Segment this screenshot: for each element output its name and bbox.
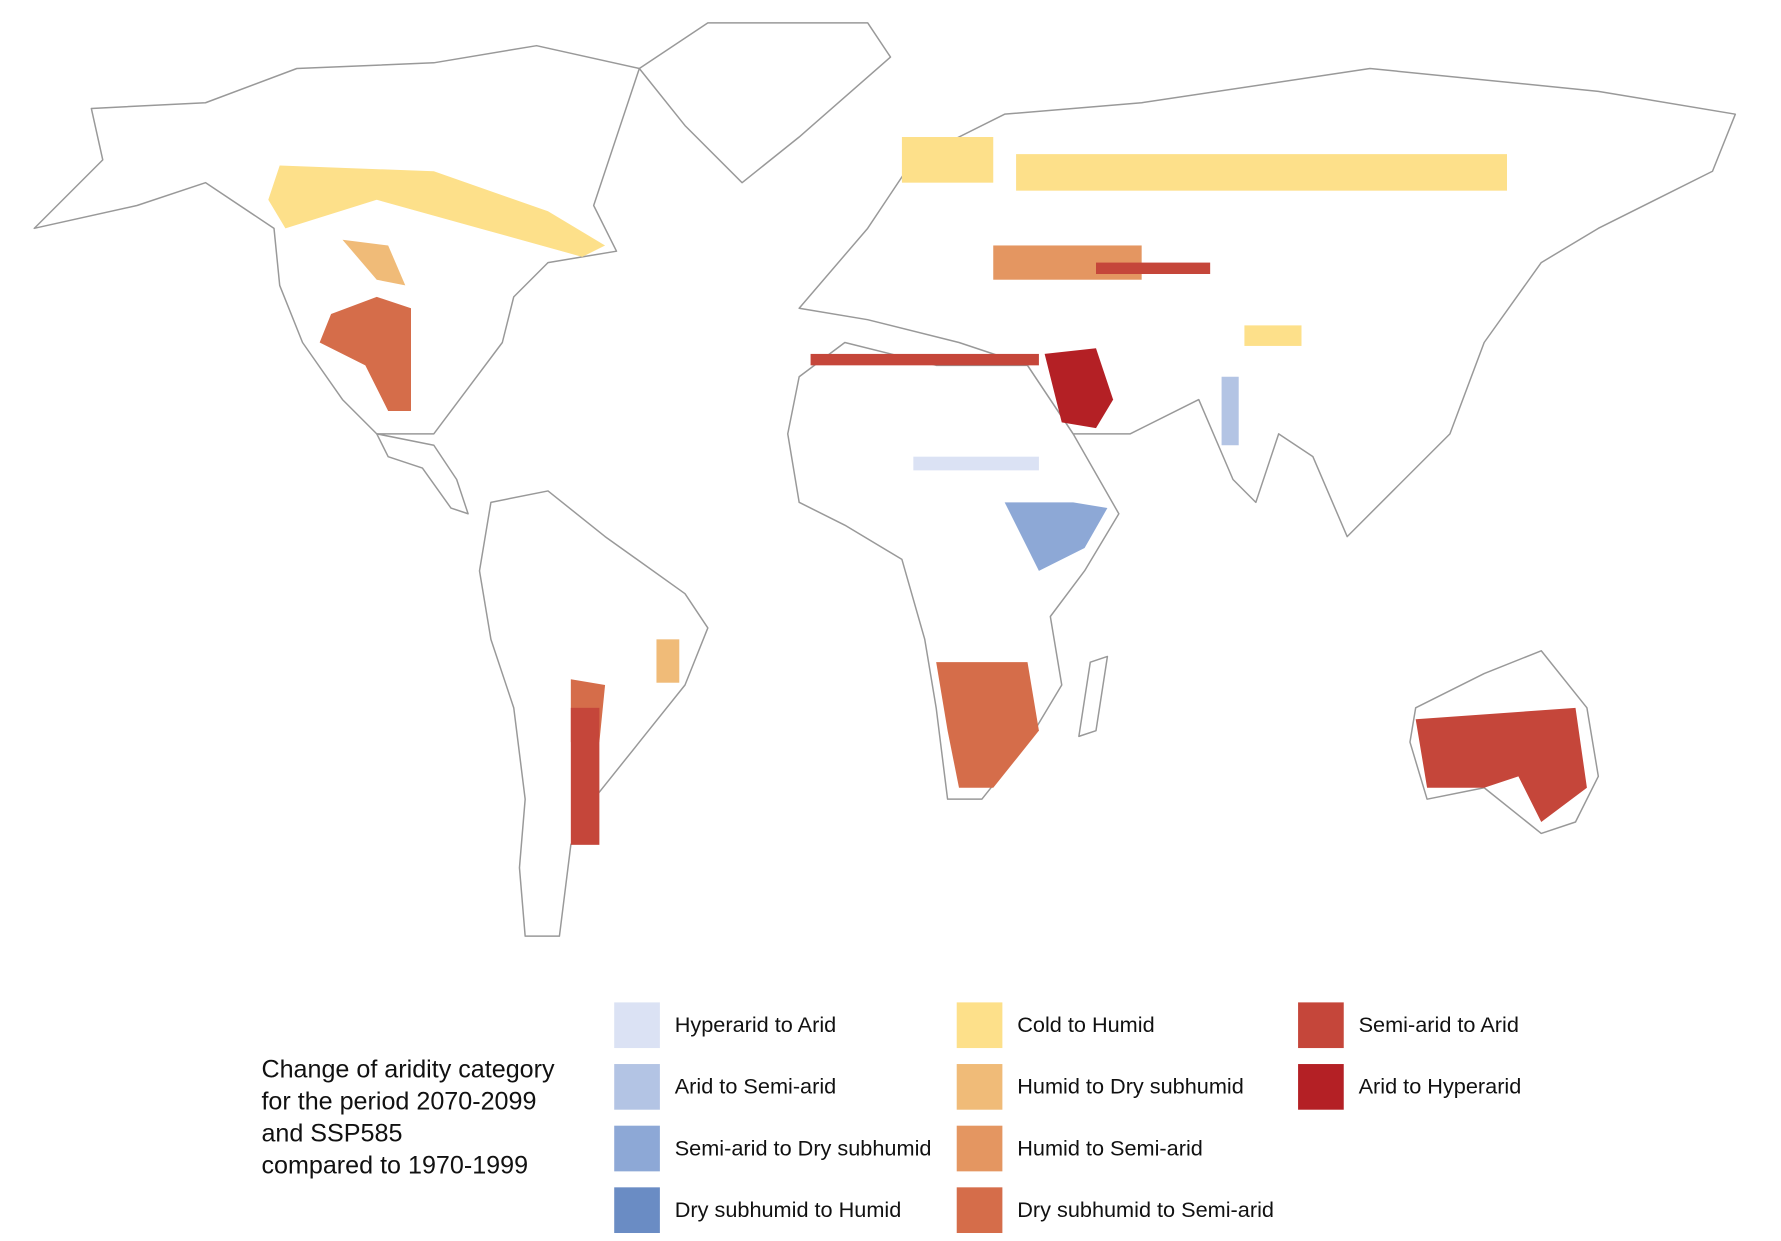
legend-swatch	[1298, 1064, 1344, 1110]
legend-label: Arid to Hyperarid	[1359, 1074, 1522, 1099]
madagascar	[1078, 655, 1109, 738]
aridity-patches	[268, 137, 1587, 845]
legend-title: for the period 2070-2099	[261, 1087, 536, 1115]
aridity-patch	[936, 662, 1039, 788]
legend-title: and SSP585	[261, 1119, 402, 1147]
legend: Change of aridity category for the period…	[261, 1002, 1522, 1234]
legend-label: Semi-arid to Dry subhumid	[675, 1135, 932, 1160]
legend-label: Cold to Humid	[1017, 1012, 1154, 1037]
legend-swatch	[614, 1187, 660, 1234]
legend-swatch	[614, 1002, 660, 1049]
legend-title: Change of aridity category	[261, 1056, 555, 1084]
legend-label: Arid to Semi-arid	[675, 1074, 837, 1099]
legend-label: Dry subhumid to Semi-arid	[1017, 1197, 1274, 1222]
aridity-patch	[1096, 262, 1211, 275]
legend-title: compared to 1970-1999	[261, 1151, 528, 1179]
aridity-patch	[570, 707, 600, 845]
legend-swatch	[956, 1187, 1003, 1234]
aridity-patch	[342, 239, 406, 286]
legend-swatch	[614, 1125, 660, 1172]
legend-swatch	[956, 1064, 1003, 1110]
aridity-patch	[810, 353, 1039, 366]
aridity-patch	[1221, 376, 1239, 446]
legend-swatch	[956, 1125, 1003, 1172]
aridity-patch	[1044, 348, 1114, 429]
legend-label: Semi-arid to Arid	[1359, 1012, 1519, 1037]
aridity-patch	[268, 165, 606, 257]
legend-swatch	[614, 1064, 660, 1110]
aridity-patch	[1016, 154, 1507, 191]
legend-label: Dry subhumid to Humid	[675, 1197, 902, 1222]
aridity-patch	[319, 296, 411, 412]
legend-label: Humid to Dry subhumid	[1017, 1074, 1244, 1099]
aridity-patch	[913, 456, 1039, 471]
north-america	[33, 44, 641, 435]
legend-swatch	[956, 1002, 1003, 1049]
aridity-patch	[901, 137, 994, 183]
legend-label: Humid to Semi-arid	[1017, 1135, 1203, 1160]
legend-swatch	[1298, 1002, 1344, 1049]
aridity-patch	[1244, 325, 1302, 346]
aridity-patch	[1415, 707, 1587, 823]
greenland	[638, 22, 892, 184]
aridity-patch	[656, 639, 680, 683]
legend-label: Hyperarid to Arid	[675, 1012, 837, 1037]
central-america	[376, 433, 469, 515]
